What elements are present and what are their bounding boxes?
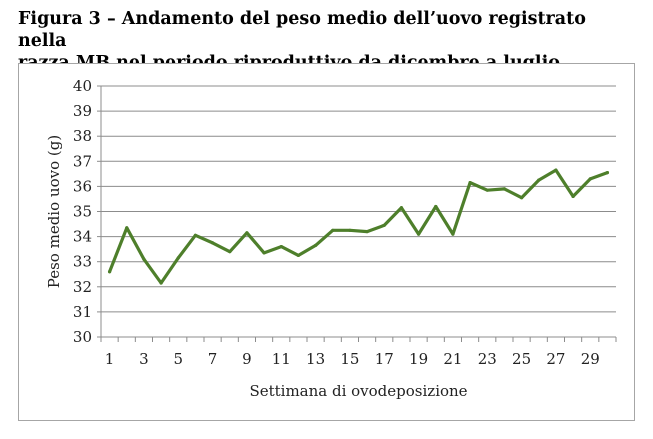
x-tick-label: 5 [173, 350, 183, 368]
y-tick-label: 33 [73, 253, 92, 271]
data-point [502, 187, 507, 191]
y-tick-label: 32 [73, 278, 92, 296]
data-point [365, 229, 369, 234]
gridlines [101, 85, 616, 313]
data-point [176, 256, 180, 260]
data-point [416, 232, 421, 236]
data-point [605, 170, 610, 175]
data-point [588, 177, 592, 181]
data-point [537, 178, 541, 182]
data-point [262, 251, 266, 255]
x-tick-label: 7 [208, 350, 218, 368]
data-point [228, 250, 232, 254]
data-point [571, 194, 575, 199]
x-tick-label: 21 [443, 350, 462, 368]
caption-line-1: Figura 3 – Andamento del peso medio dell… [18, 9, 586, 51]
x-tick-label: 15 [340, 350, 359, 368]
data-series [107, 168, 610, 285]
y-tick-label: 40 [73, 77, 92, 95]
x-tick-label: 19 [409, 350, 428, 368]
y-tick-labels: 30 31 32 33 34 35 36 37 38 39 40 [73, 77, 92, 346]
data-point [348, 228, 352, 232]
data-point [468, 181, 472, 185]
x-tick-label: 27 [546, 350, 565, 368]
x-tick-label: 9 [242, 350, 252, 368]
axes [97, 85, 617, 342]
y-tick-label: 34 [73, 228, 92, 246]
y-tick-label: 35 [73, 203, 92, 221]
data-point [399, 206, 404, 210]
series-line [107, 168, 610, 285]
x-tick-label: 23 [478, 350, 497, 368]
data-point [296, 253, 301, 258]
x-tick-label: 1 [105, 350, 115, 368]
data-point [245, 231, 249, 235]
x-tick-label: 13 [306, 350, 325, 368]
data-point [485, 188, 489, 192]
data-point [331, 228, 335, 232]
data-point [107, 270, 112, 274]
y-tick-label: 30 [73, 328, 92, 346]
data-point [210, 241, 215, 245]
data-point [279, 245, 283, 249]
data-point [193, 233, 198, 237]
y-tick-label: 38 [73, 127, 92, 145]
y-tick-label: 39 [73, 102, 92, 120]
y-axis-title: Peso medio uovo (g) [45, 135, 63, 288]
data-point [313, 243, 318, 247]
x-tick-label: 17 [375, 350, 394, 368]
y-tick-label: 31 [73, 303, 92, 321]
data-point [125, 226, 129, 230]
data-point [451, 232, 455, 236]
x-tick-label: 11 [272, 350, 291, 368]
y-tick-label: 37 [73, 152, 92, 170]
x-tick-label: 25 [512, 350, 531, 368]
x-axis-title: Settimana di ovodeposizione [249, 382, 467, 400]
x-tick-label: 29 [581, 350, 600, 368]
data-point [434, 204, 438, 209]
x-tick-labels: 1 3 5 7 9 11 13 15 17 19 21 23 25 27 29 [105, 350, 600, 368]
data-point [142, 257, 146, 261]
data-point [519, 196, 524, 200]
x-tick-label: 3 [139, 350, 149, 368]
data-point [382, 223, 386, 227]
data-point [159, 281, 163, 285]
y-tick-label: 36 [73, 177, 92, 195]
data-point [554, 168, 558, 172]
